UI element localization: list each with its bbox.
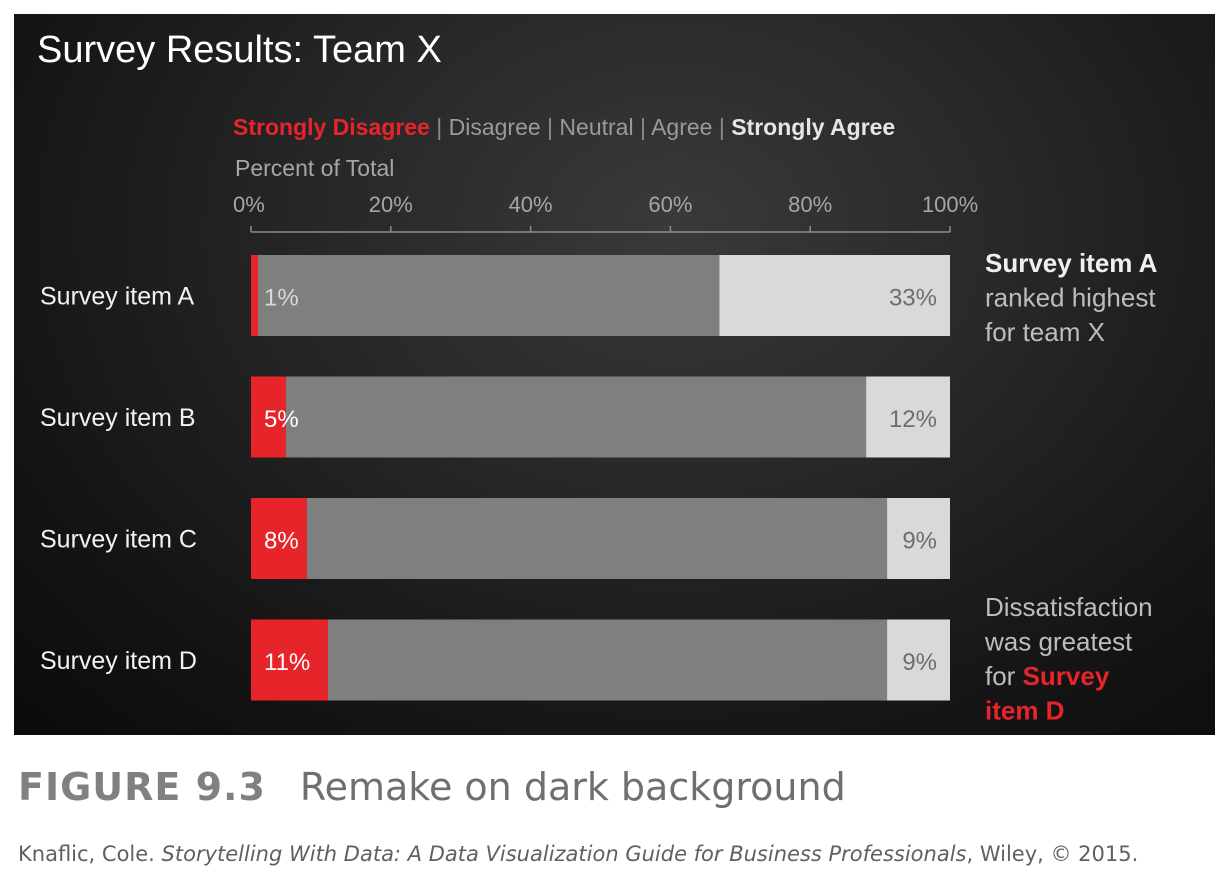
bar-segment <box>866 376 950 458</box>
legend: Strongly Disagree | Disagree | Neutral |… <box>233 114 895 140</box>
annotation-text: for <box>985 661 1023 691</box>
credit-book-title: Storytelling With Data: A Data Visualiza… <box>161 842 967 866</box>
data-label: 8% <box>264 528 299 555</box>
bar-segment <box>285 376 867 458</box>
category-label: Survey item B <box>40 404 196 432</box>
bar-segment <box>251 376 286 458</box>
x-tick-label: 80% <box>788 192 832 217</box>
annotation: Survey item A ranked highest for team X <box>985 248 1158 347</box>
credit-author: Knaflic, Cole. <box>18 842 162 866</box>
legend-item: Strongly Agree <box>731 114 895 140</box>
bar-segment <box>719 255 950 336</box>
x-tick-label: 40% <box>509 192 553 217</box>
legend-separator: | <box>541 114 560 140</box>
x-tick-label: 0% <box>233 192 265 217</box>
bar-segment <box>257 255 720 336</box>
bar-segment <box>327 619 888 701</box>
bar-segment <box>251 619 328 701</box>
x-tick-label: 20% <box>369 192 413 217</box>
category-label: Survey item D <box>40 647 197 675</box>
data-label: 9% <box>902 649 937 676</box>
legend-item: Agree <box>651 114 712 140</box>
legend-separator: | <box>712 114 731 140</box>
source-credit: Knaflic, Cole. Storytelling With Data: A… <box>18 842 1138 866</box>
annotation: Dissatisfaction was greatest for Survey ite… <box>984 592 1153 726</box>
bar-segment <box>306 498 888 579</box>
annotation-text: Survey <box>1023 661 1110 691</box>
annotation-text: for team X <box>985 317 1105 347</box>
annotation-text: item D <box>985 696 1064 726</box>
legend-separator: | <box>430 114 449 140</box>
annotation-text: ranked highest <box>985 283 1156 313</box>
bar-segment <box>887 619 950 701</box>
data-label: 33% <box>889 285 937 312</box>
figure-caption: FIGURE 9.3 Remake on dark background <box>18 765 846 809</box>
category-label: Survey item A <box>40 283 195 311</box>
legend-separator: | <box>634 114 652 140</box>
legend-item: Strongly Disagree <box>233 114 430 140</box>
data-label: 11% <box>264 649 310 676</box>
figure-caption-text: Remake on dark background <box>299 765 846 809</box>
bar-segment <box>887 498 950 579</box>
annotation-text: Dissatisfaction <box>985 592 1153 622</box>
figure-number: FIGURE 9.3 <box>18 765 266 809</box>
bar-segment <box>251 255 258 336</box>
annotation-text: was greatest <box>984 627 1133 657</box>
chart-title: Survey Results: Team X <box>37 29 442 71</box>
data-label: 1% <box>264 285 299 312</box>
chart-panel: Survey Results: Team X Strongly Disagree … <box>14 14 1215 735</box>
legend-item: Disagree <box>449 114 541 140</box>
x-axis-title: Percent of Total <box>235 155 394 181</box>
x-tick-label: 60% <box>648 192 692 217</box>
x-tick-label: 100% <box>922 192 978 217</box>
annotation-text: Survey item A <box>985 248 1158 278</box>
data-label: 9% <box>902 528 937 555</box>
chart-svg: Survey Results: Team X Strongly Disagree … <box>37 29 1158 726</box>
category-label: Survey item C <box>40 526 197 554</box>
bar-segment <box>251 498 307 579</box>
legend-item: Neutral <box>559 114 633 140</box>
data-label: 5% <box>264 406 299 433</box>
credit-publisher: , Wiley, © 2015. <box>966 842 1139 866</box>
data-label: 12% <box>889 406 937 433</box>
